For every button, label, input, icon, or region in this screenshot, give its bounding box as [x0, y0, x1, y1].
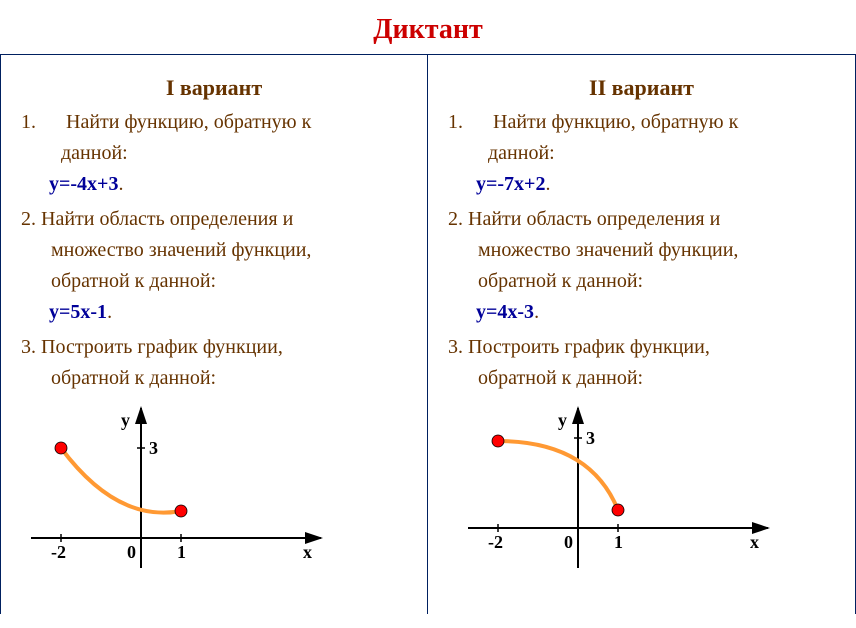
r-task-2-text-1: Найти область определения и [468, 208, 720, 230]
page-title: Диктант [0, 0, 856, 54]
graph-1: y3 -2 0 1 x [21, 398, 407, 578]
graph-2-svg: y3 -2 0 1 x [448, 398, 778, 578]
variant-2-header: II вариант [448, 75, 835, 101]
task-3-line-1: 3. Построить график функции, [21, 334, 407, 361]
task-1-line-1: 1. Найти функцию, обратную к [21, 109, 407, 136]
variant-1-header: I вариант [21, 75, 407, 101]
task-1-text-1: Найти функцию, обратную к [48, 111, 311, 133]
task-2-line-1: 2. Найти область определения и [21, 206, 407, 233]
svg-text:x: x [750, 532, 759, 552]
r-task-3-text-2: обратной к данной: [448, 365, 835, 392]
svg-text:3: 3 [149, 438, 158, 458]
svg-text:y: y [558, 410, 567, 430]
graph-2: y3 -2 0 1 x [448, 398, 835, 578]
task-3-text-2: обратной к данной: [21, 365, 407, 392]
svg-text:0: 0 [127, 542, 136, 562]
r-task-2-number: 2. [448, 208, 463, 230]
r-formula-1: y=-7x+2. [476, 173, 835, 196]
task-2-text-1: Найти область определения и [41, 208, 293, 230]
r-task-3-text-1: Построить график функции, [468, 336, 710, 358]
r-task-1-line-1: 1. Найти функцию, обратную к [448, 109, 835, 136]
r-task-3-line-1: 3. Построить график функции, [448, 334, 835, 361]
svg-text:-2: -2 [51, 542, 66, 562]
task-1-number: 1. [21, 109, 43, 136]
r-task-1-text-2: данной: [448, 140, 835, 167]
formula-1: y=-4x+3. [49, 173, 407, 196]
r-task-2-line-1: 2. Найти область определения и [448, 206, 835, 233]
task-2-text-3: обратной к данной: [21, 268, 407, 295]
svg-text:1: 1 [614, 532, 623, 552]
r-formula-2: y=4x-3. [476, 301, 835, 324]
svg-text:x: x [303, 542, 312, 562]
svg-text:1: 1 [177, 542, 186, 562]
formula-2: y=5x-1. [49, 301, 407, 324]
svg-text:-2: -2 [488, 532, 503, 552]
worksheet-page: Диктант I вариант 1. Найти функцию, обра… [0, 0, 856, 628]
r-task-1-text-1: Найти функцию, обратную к [475, 111, 738, 133]
graph-1-svg: y3 -2 0 1 x [21, 398, 331, 578]
r-task-2-text-3: обратной к данной: [448, 268, 835, 295]
r-task-3-number: 3. [448, 336, 463, 358]
task-2-text-2: множество значений функции, [21, 237, 407, 264]
svg-text:0: 0 [564, 532, 573, 552]
columns-container: I вариант 1. Найти функцию, обратную к д… [0, 54, 856, 614]
task-1-text-2: данной: [21, 140, 407, 167]
variant-1-column: I вариант 1. Найти функцию, обратную к д… [0, 55, 428, 614]
variant-2-column: II вариант 1. Найти функцию, обратную к … [428, 55, 856, 614]
r-task-2-text-2: множество значений функции, [448, 237, 835, 264]
task-2-number: 2. [21, 208, 36, 230]
r-task-1-number: 1. [448, 109, 470, 136]
svg-text:y: y [121, 410, 130, 430]
task-3-number: 3. [21, 336, 36, 358]
svg-text:3: 3 [586, 428, 595, 448]
task-3-text-1: Построить график функции, [41, 336, 283, 358]
